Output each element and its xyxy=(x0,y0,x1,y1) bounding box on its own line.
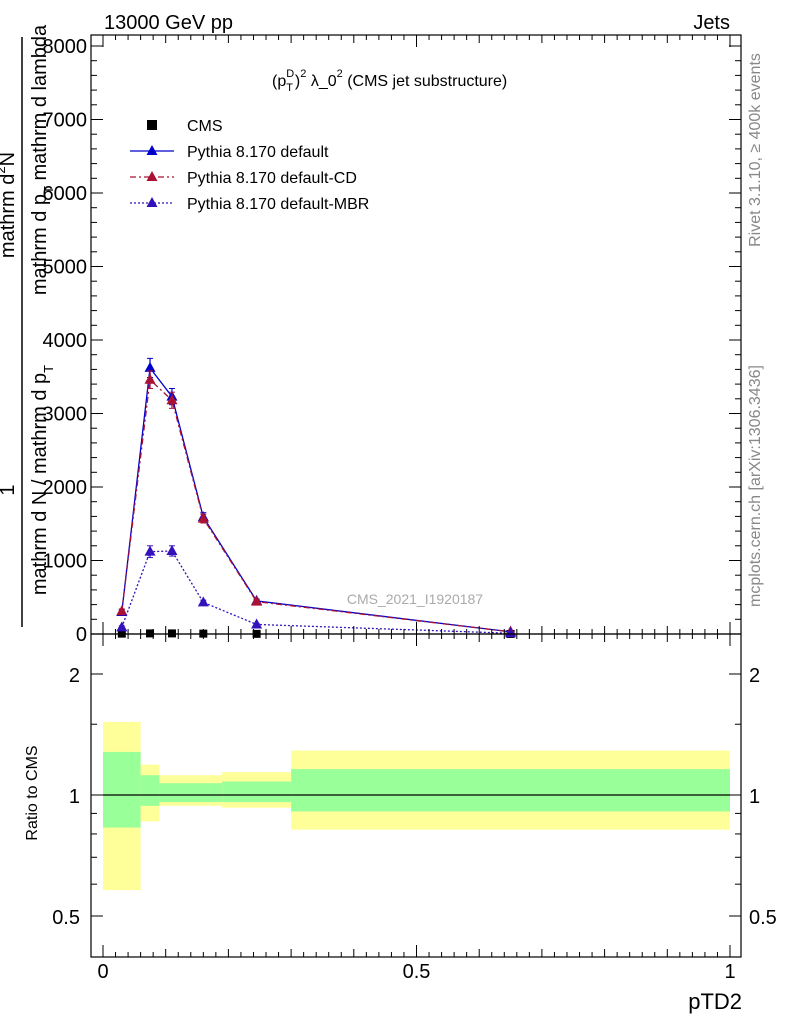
legend-label: CMS xyxy=(187,118,223,135)
ylabel-numerator: mathrm d2N xyxy=(0,152,19,258)
legend-label: Pythia 8.170 default xyxy=(187,144,329,161)
series-marker xyxy=(144,545,156,556)
ylabel-den-text: mathrm d p xyxy=(29,194,51,295)
series-marker xyxy=(116,621,128,632)
title-part-p: (p xyxy=(272,73,286,90)
series-marker xyxy=(144,361,156,372)
series-marker xyxy=(116,605,128,616)
legend-marker xyxy=(146,145,158,155)
y-tick-label: 5000 xyxy=(43,257,88,279)
y-tick-label: 3000 xyxy=(43,404,88,426)
ratio-plot-area xyxy=(103,721,730,891)
legend-marker xyxy=(146,197,158,207)
x-tick-label: 0 xyxy=(97,961,108,983)
x-axis-label: pTD2 xyxy=(688,989,742,1014)
ratio-y-tick-label: 2 xyxy=(69,665,80,687)
ratio-y-tick-label-right: 0.5 xyxy=(749,907,777,929)
series-marker xyxy=(144,373,156,384)
x-tick-label: 1 xyxy=(724,961,735,983)
series-marker xyxy=(505,627,517,638)
legend-item-2: Pythia 8.170 default-CD xyxy=(130,170,357,187)
series-marker xyxy=(166,544,178,555)
legend: CMS Pythia 8.170 default Pythia 8.170 defa… xyxy=(130,118,369,213)
ratio-band-inner xyxy=(291,769,730,812)
y-tick-label: 4000 xyxy=(43,330,88,352)
ratio-y-tick-label-right: 2 xyxy=(749,665,760,687)
legend-item-1: Pythia 8.170 default xyxy=(130,144,329,161)
title-part-sup-2a: 2 xyxy=(300,68,306,80)
legend-label: Pythia 8.170 default-MBR xyxy=(187,196,369,213)
ylabel-norm-sub: T xyxy=(41,365,56,373)
ratio-band-inner xyxy=(103,751,141,828)
ylabel-num-text: mathrm d xyxy=(0,174,19,258)
ylabel-num-sup: 2 xyxy=(0,166,8,173)
main-plot-marks xyxy=(116,357,517,638)
series-marker xyxy=(197,512,209,523)
legend-label: Pythia 8.170 default-CD xyxy=(187,170,357,187)
ratio-y-tick-label: 0.5 xyxy=(52,907,80,929)
ylabel-num-tail: N xyxy=(0,152,19,166)
header-process-label: Jets xyxy=(693,12,730,34)
title-part-sup-d: D xyxy=(286,68,294,80)
legend-marker xyxy=(146,171,158,181)
legend-item-3: Pythia 8.170 default-MBR xyxy=(130,196,369,213)
mcplots-label: mcplots.cern.ch [arXiv:1306.3436] xyxy=(747,365,764,607)
ylabel-den-sub: T xyxy=(41,186,56,194)
x-tick-label: 0.5 xyxy=(403,961,431,983)
ylabel-normalisation: mathrm d N / mathrm d pT xyxy=(29,365,56,595)
ylabel-one: 1 xyxy=(0,484,19,495)
ylabel-norm-text: mathrm d N / mathrm d p xyxy=(29,373,51,595)
series-marker xyxy=(251,618,263,629)
ratio-band-inner xyxy=(140,775,160,806)
rivet-version-label: Rivet 3.1.10, ≥ 400k events xyxy=(747,53,764,247)
legend-item-0: CMS xyxy=(147,118,223,135)
ylabel-den-tail: mathrm d lambda xyxy=(29,24,51,186)
series-line xyxy=(121,378,511,633)
main-y-axis: 0 1000 2000 3000 4000 5000 6000 7000 8000 xyxy=(43,35,741,646)
ylabel-denominator: mathrm d pT mathrm d lambda xyxy=(29,24,56,295)
main-y-label: 1 mathrm d2N mathrm d pT mathrm d lambda… xyxy=(0,24,56,627)
series-line xyxy=(121,366,511,633)
y-tick-label: 6000 xyxy=(43,183,88,205)
title-part-lambda: λ_0 xyxy=(306,73,336,90)
header-collision-label: 13000 GeV pp xyxy=(104,12,233,34)
title-part-sup-2b: 2 xyxy=(337,68,343,80)
ratio-y-tick-label: 1 xyxy=(69,786,80,808)
y-tick-label: 0 xyxy=(76,624,87,646)
y-tick-label: 7000 xyxy=(43,110,88,132)
title-part-sub-t: T xyxy=(286,82,293,94)
y-tick-label: 2000 xyxy=(43,477,88,499)
plot-title: (pD T)2 λ_02 (CMS jet substructure) xyxy=(272,68,507,94)
y-tick-label: 8000 xyxy=(43,36,88,58)
series-marker xyxy=(197,596,209,607)
legend-marker xyxy=(147,120,157,130)
ratio-band-inner xyxy=(222,781,292,803)
ratio-band-inner xyxy=(159,783,223,803)
ratio-y-label: Ratio to CMS xyxy=(24,745,41,840)
title-part-paren: ) xyxy=(295,73,300,90)
series-marker xyxy=(251,595,263,606)
series-marker xyxy=(166,394,178,405)
ratio-y-tick-label-right: 1 xyxy=(749,786,760,808)
analysis-watermark: CMS_2021_I1920187 xyxy=(347,591,483,607)
ratio-axes: 0.5 0.5 1 1 2 2 0 0.5 1 xyxy=(52,634,777,983)
y-tick-label: 1000 xyxy=(43,551,88,573)
series-line xyxy=(121,550,511,634)
title-part-desc: (CMS jet substructure) xyxy=(343,73,507,90)
